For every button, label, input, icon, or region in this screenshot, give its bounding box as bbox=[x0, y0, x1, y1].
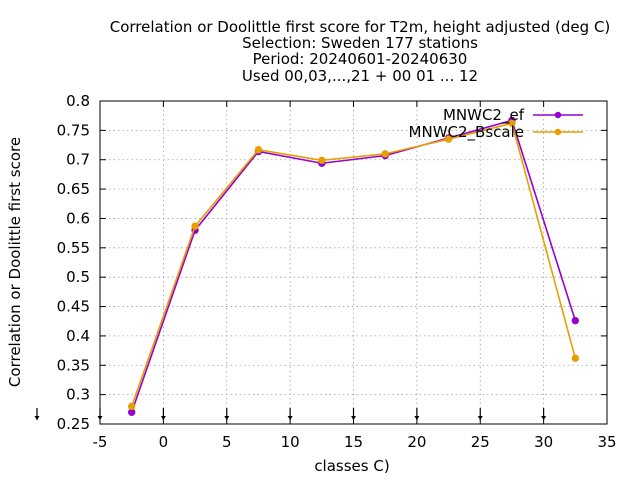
y-tick-label: 0.8 bbox=[66, 92, 90, 110]
title-line-2: Selection: Sweden 177 stations bbox=[242, 34, 478, 52]
title-line-4: Used 00,03,...,21 + 00 01 ... 12 bbox=[242, 67, 478, 85]
legend-marker-MNWC2_Bscale bbox=[554, 128, 562, 136]
x-tick-label: 35 bbox=[597, 433, 616, 451]
y-tick-label: 0.6 bbox=[66, 209, 90, 227]
data-point-MNWC2_Bscale bbox=[191, 222, 199, 230]
y-tick-label: 0.65 bbox=[57, 180, 90, 198]
x-tick-label: 10 bbox=[281, 433, 300, 451]
y-tick-label: 0.5 bbox=[66, 268, 90, 286]
y-tick-label: 0.45 bbox=[57, 298, 90, 316]
series-line-MNWC2_ef bbox=[130, 119, 577, 413]
x-tick-label: -5 bbox=[93, 433, 108, 451]
y-tick-label: 0.7 bbox=[66, 151, 90, 169]
y-tick-label: 0.4 bbox=[66, 327, 90, 345]
x-tick-label: 15 bbox=[344, 433, 363, 451]
data-point-MNWC2_Bscale bbox=[444, 135, 453, 143]
data-point-MNWC2_ef bbox=[571, 316, 580, 325]
legend-label-MNWC2_Bscale: MNWC2_Bscale bbox=[409, 123, 524, 142]
data-series bbox=[127, 116, 580, 416]
y-tick-label: 0.55 bbox=[57, 239, 90, 257]
x-tick-label: 0 bbox=[159, 433, 169, 451]
x-tick-label: 5 bbox=[222, 433, 232, 451]
y-axis-label: Correlation or Doolittle first score bbox=[6, 137, 24, 387]
y-tick-label: 0.35 bbox=[57, 356, 90, 374]
x-tick-label: 30 bbox=[534, 433, 553, 451]
grid bbox=[100, 101, 607, 424]
plot-frame bbox=[99, 100, 608, 425]
y-tick-label: 0.25 bbox=[57, 415, 90, 433]
data-point-MNWC2_Bscale bbox=[127, 402, 136, 411]
x-axis-label: classes C) bbox=[314, 457, 389, 475]
x-tick-label: 25 bbox=[471, 433, 490, 451]
title-line-1: Correlation or Doolittle first score for… bbox=[110, 18, 611, 36]
title-line-3: Period: 20240601-20240630 bbox=[253, 50, 468, 68]
legend-marker-MNWC2_ef bbox=[554, 111, 562, 119]
data-point-MNWC2_Bscale bbox=[508, 119, 516, 128]
data-point-MNWC2_Bscale bbox=[381, 150, 389, 158]
data-point-MNWC2_Bscale bbox=[254, 146, 263, 154]
y-tick-label: 0.3 bbox=[66, 386, 90, 404]
x-tick-label: 20 bbox=[407, 433, 426, 451]
data-point-MNWC2_Bscale bbox=[318, 156, 326, 165]
series-line-MNWC2_Bscale bbox=[130, 122, 577, 407]
chart-title: Correlation or Doolittle first score for… bbox=[110, 18, 611, 85]
y-tick-label: 0.75 bbox=[57, 121, 90, 139]
class-marker-head bbox=[34, 416, 40, 420]
data-point-MNWC2_Bscale bbox=[571, 354, 580, 362]
legend-label-MNWC2_ef: MNWC2_ef bbox=[443, 106, 525, 125]
axis-ticks: -5 0 5 10 15 20 25 30 35 0.25 0.3 0.35 0.4 0.45 0.5 0.5… bbox=[57, 92, 617, 451]
